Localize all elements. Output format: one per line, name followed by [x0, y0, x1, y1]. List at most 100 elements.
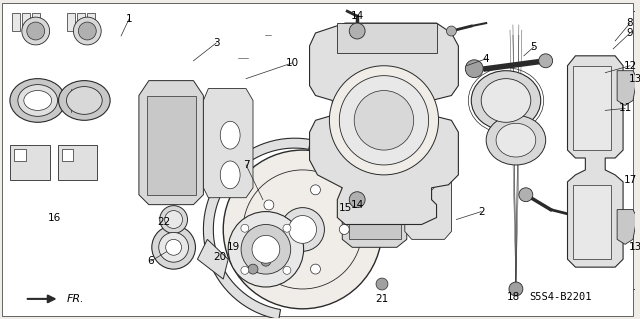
Circle shape: [465, 60, 483, 78]
Circle shape: [283, 266, 291, 274]
Polygon shape: [617, 71, 637, 105]
Circle shape: [22, 17, 50, 45]
Circle shape: [27, 22, 45, 40]
Circle shape: [223, 150, 382, 309]
Bar: [77, 13, 85, 31]
Bar: [14, 149, 26, 161]
Circle shape: [228, 211, 303, 287]
Bar: [349, 145, 401, 239]
Text: 10: 10: [286, 58, 300, 68]
Circle shape: [310, 264, 321, 274]
Ellipse shape: [220, 161, 240, 189]
Circle shape: [264, 249, 274, 259]
Circle shape: [152, 226, 195, 269]
Bar: [573, 185, 611, 259]
Polygon shape: [568, 56, 623, 267]
Text: 7: 7: [243, 160, 250, 170]
Bar: [573, 66, 611, 150]
Ellipse shape: [496, 123, 536, 157]
Text: 21: 21: [375, 294, 388, 304]
Text: 8: 8: [627, 18, 634, 28]
Circle shape: [339, 225, 349, 234]
Text: 13: 13: [628, 74, 640, 84]
Text: 17: 17: [623, 175, 637, 185]
Circle shape: [310, 185, 321, 195]
Circle shape: [281, 208, 324, 251]
Bar: [32, 13, 40, 31]
Bar: [87, 13, 95, 31]
Text: 11: 11: [618, 103, 632, 113]
Text: 15: 15: [339, 203, 352, 213]
Ellipse shape: [67, 86, 102, 114]
Polygon shape: [342, 130, 407, 247]
Circle shape: [264, 200, 274, 210]
Circle shape: [164, 211, 182, 228]
Bar: [58, 145, 97, 180]
Text: 5: 5: [531, 42, 537, 52]
Circle shape: [241, 266, 249, 274]
Circle shape: [283, 224, 291, 232]
Circle shape: [166, 239, 182, 255]
Polygon shape: [204, 138, 310, 319]
Ellipse shape: [486, 115, 546, 165]
Text: 22: 22: [157, 217, 170, 226]
Ellipse shape: [481, 79, 531, 122]
Ellipse shape: [220, 121, 240, 149]
Polygon shape: [197, 239, 228, 279]
Text: 14: 14: [351, 11, 364, 21]
Polygon shape: [310, 23, 458, 225]
Bar: [12, 13, 20, 31]
Polygon shape: [204, 89, 253, 198]
Text: 6: 6: [147, 256, 154, 266]
Text: 14: 14: [351, 200, 364, 210]
Text: 16: 16: [48, 212, 61, 223]
Polygon shape: [139, 81, 204, 205]
Text: 18: 18: [508, 292, 520, 302]
Text: FR.: FR.: [67, 294, 84, 304]
Ellipse shape: [10, 79, 65, 122]
Text: 19: 19: [227, 242, 240, 252]
Circle shape: [330, 66, 438, 175]
Circle shape: [261, 256, 271, 266]
Circle shape: [160, 206, 188, 234]
Circle shape: [241, 224, 249, 232]
Ellipse shape: [18, 85, 58, 116]
Text: S5S4-B2201: S5S4-B2201: [529, 292, 592, 302]
Bar: [337, 23, 436, 53]
Bar: [147, 95, 196, 195]
Text: 20: 20: [214, 252, 227, 262]
Circle shape: [349, 23, 365, 39]
Bar: [10, 145, 50, 180]
Text: 12: 12: [623, 61, 637, 71]
Circle shape: [376, 278, 388, 290]
Ellipse shape: [24, 91, 52, 110]
Circle shape: [74, 17, 101, 45]
Circle shape: [78, 22, 96, 40]
Text: 4: 4: [483, 54, 490, 64]
Bar: [22, 13, 30, 31]
Text: 3: 3: [213, 38, 220, 48]
Circle shape: [241, 225, 291, 274]
Text: 1: 1: [125, 14, 132, 24]
Circle shape: [509, 282, 523, 296]
Circle shape: [248, 264, 258, 274]
Circle shape: [519, 188, 532, 202]
Text: 9: 9: [627, 28, 634, 38]
Polygon shape: [617, 210, 637, 244]
Circle shape: [339, 76, 429, 165]
Ellipse shape: [58, 81, 110, 120]
Polygon shape: [404, 138, 451, 239]
Circle shape: [447, 26, 456, 36]
Ellipse shape: [420, 169, 436, 191]
Circle shape: [252, 235, 280, 263]
Circle shape: [354, 91, 413, 150]
Circle shape: [539, 54, 552, 68]
Bar: [67, 13, 76, 31]
Ellipse shape: [471, 71, 541, 130]
Text: 2: 2: [478, 207, 484, 217]
Text: 13: 13: [628, 242, 640, 252]
Bar: [61, 149, 74, 161]
Circle shape: [349, 192, 365, 208]
Circle shape: [289, 216, 317, 243]
Bar: [4, 5, 121, 204]
